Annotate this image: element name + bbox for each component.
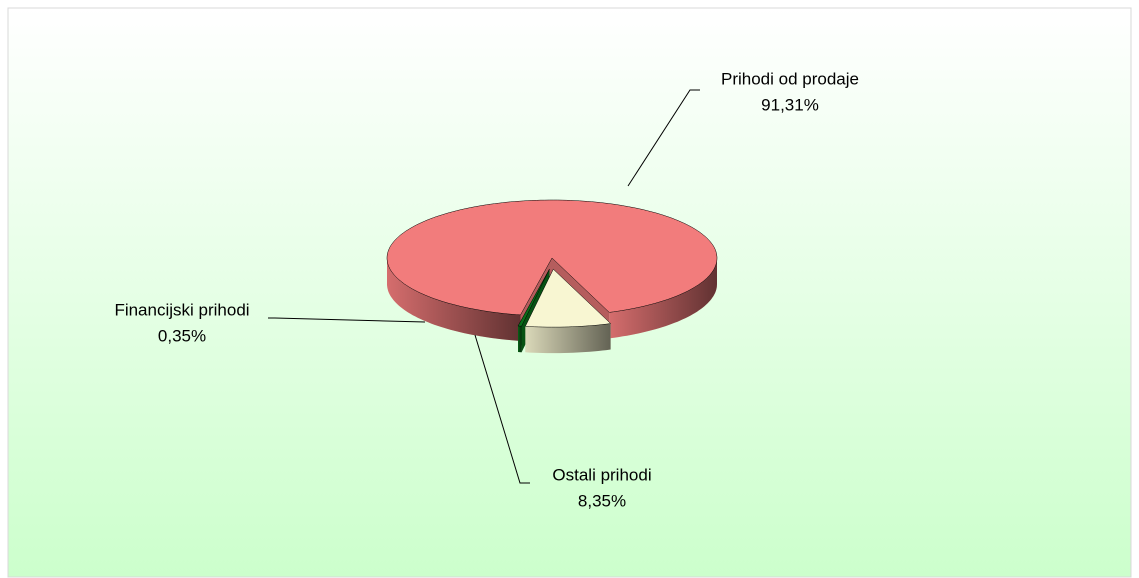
slice-label: Financijski prihodi — [114, 300, 249, 319]
slice-value-label: 0,35% — [158, 326, 206, 345]
slice-wall-shade — [518, 326, 522, 353]
leader-line — [474, 334, 530, 484]
slice-wall-shade — [525, 323, 611, 354]
slice-value-label: 8,35% — [578, 491, 626, 510]
slice — [517, 268, 550, 327]
slice-value-label: 91,31% — [761, 95, 819, 114]
leader-lines — [268, 89, 700, 484]
slice — [386, 199, 718, 316]
slice-label: Prihodi od prodaje — [721, 69, 859, 88]
leader-line — [268, 317, 426, 323]
leader-line — [627, 89, 700, 187]
slice — [524, 268, 612, 328]
slice-wall-shade — [387, 258, 521, 341]
slice-wall-shade — [609, 258, 717, 339]
slice-label: Ostali prihodi — [552, 465, 651, 484]
